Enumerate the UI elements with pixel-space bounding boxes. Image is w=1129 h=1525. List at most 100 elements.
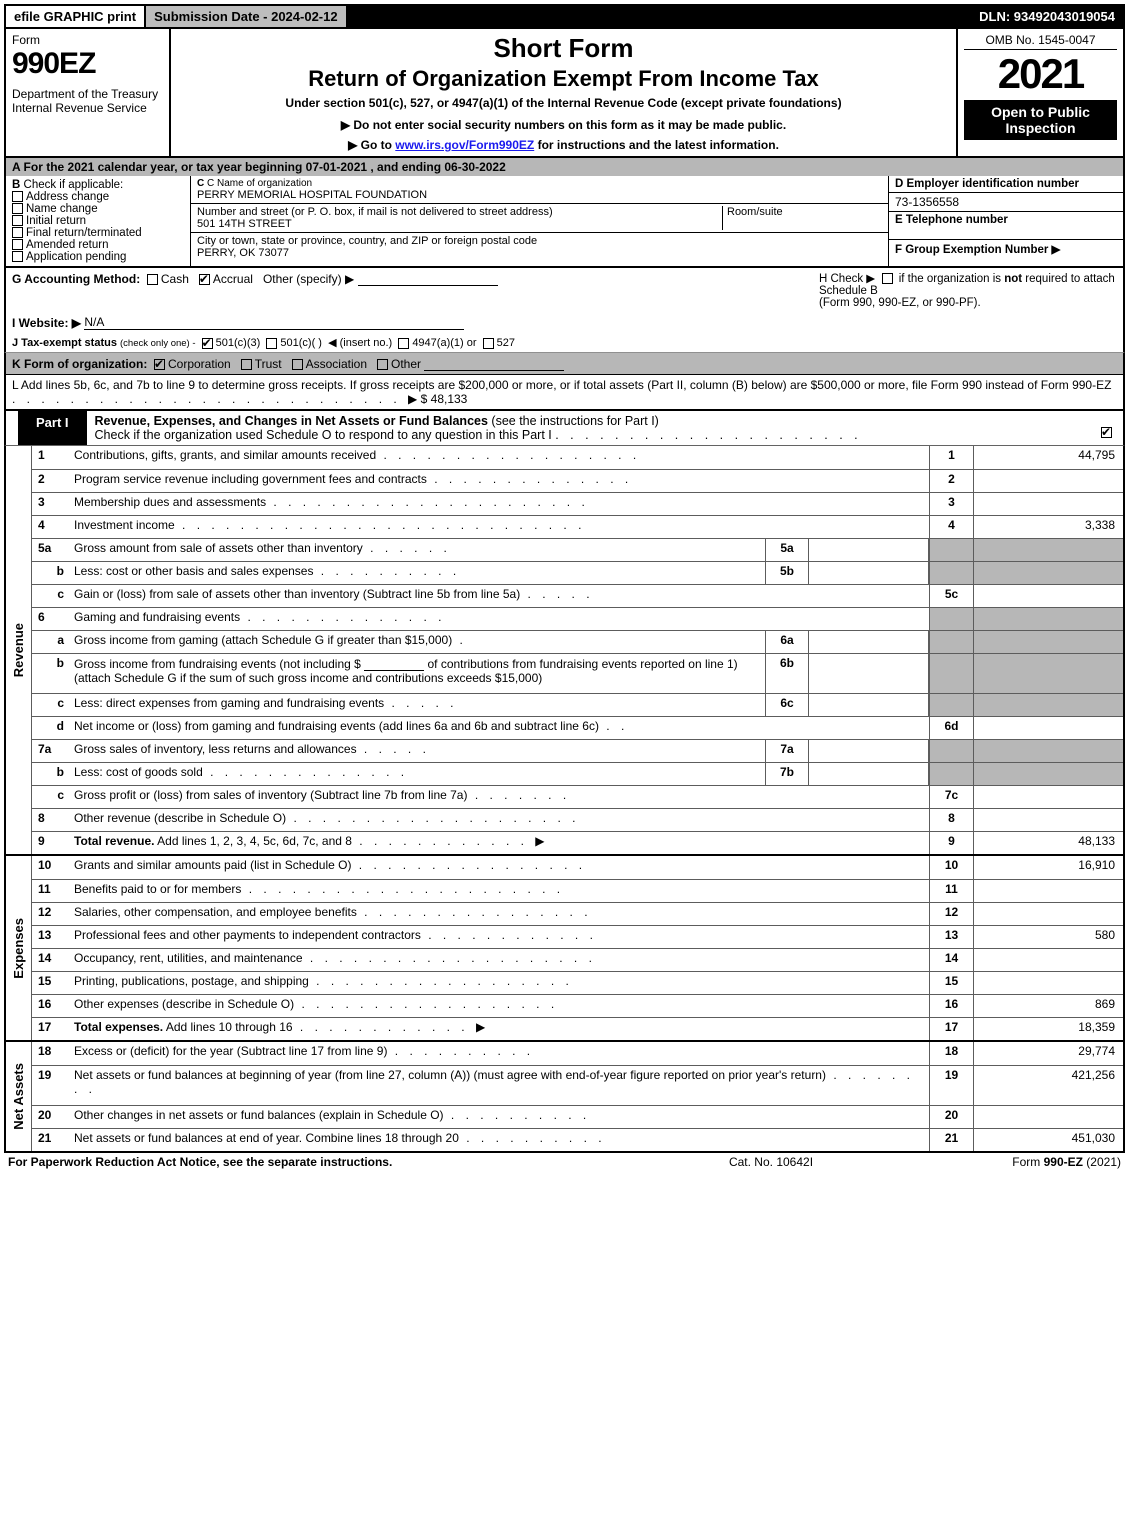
checkbox-other-org[interactable] [377,359,388,370]
line-d: dNet income or (loss) from gaming and fu… [32,716,1123,739]
part1-tab: Part I [18,410,87,445]
right-val: 451,030 [973,1129,1123,1151]
checkbox-527[interactable] [483,338,494,349]
line-desc: Gross sales of inventory, less returns a… [74,740,765,762]
omb-number: OMB No. 1545-0047 [964,33,1117,50]
dln-label: DLN: 93492043019054 [971,6,1123,27]
line-c: cLess: direct expenses from gaming and f… [32,693,1123,716]
irs-link[interactable]: www.irs.gov/Form990EZ [395,138,534,152]
footer-right: Form 990-EZ (2021) [921,1155,1121,1169]
right-num: 11 [929,880,973,902]
right-num: 21 [929,1129,973,1151]
mid-val [809,539,929,561]
line-15: 15Printing, publications, postage, and s… [32,971,1123,994]
line-num: 8 [32,809,74,831]
line-desc: Excess or (deficit) for the year (Subtra… [74,1042,929,1065]
mid-val [809,562,929,584]
right-val [973,809,1123,831]
checkbox-application-pending[interactable] [12,251,23,262]
line-14: 14Occupancy, rent, utilities, and mainte… [32,948,1123,971]
checkbox-assoc[interactable] [292,359,303,370]
checkbox-501c[interactable] [266,338,277,349]
line-num: 18 [32,1042,74,1065]
line-b: bGross income from fundraising events (n… [32,653,1123,693]
line-num: 17 [32,1018,74,1040]
line-num: b [32,562,74,584]
line-num: c [32,786,74,808]
right-num: 3 [929,493,973,515]
g-accounting: G Accounting Method: Cash Accrual Other … [12,271,807,309]
mid-num: 6c [765,694,809,716]
line-8: 8Other revenue (describe in Schedule O) … [32,808,1123,831]
right-num: 12 [929,903,973,925]
part1-table: Revenue 1Contributions, gifts, grants, a… [4,446,1125,1153]
part1-desc: Revenue, Expenses, and Changes in Net As… [87,411,1093,445]
efile-label: efile GRAPHIC print [6,6,144,27]
form-word: Form [12,33,163,47]
form-number: 990EZ [12,47,163,81]
checkbox-corporation[interactable] [154,359,165,370]
other-specify-input[interactable] [358,271,498,286]
line-num: c [32,694,74,716]
org-name: PERRY MEMORIAL HOSPITAL FOUNDATION [197,189,882,201]
org-city: PERRY, OK 73077 [197,247,882,259]
right-num: 13 [929,926,973,948]
header-right: OMB No. 1545-0047 2021 Open to Public In… [958,29,1123,156]
checkbox-501c3[interactable] [202,338,213,349]
right-val: 48,133 [973,832,1123,854]
right-val [973,949,1123,971]
right-num: 5c [929,585,973,607]
e-label: E Telephone number [889,212,1123,240]
right-val: 16,910 [973,856,1123,879]
right-val: 29,774 [973,1042,1123,1065]
line-b: bLess: cost or other basis and sales exp… [32,561,1123,584]
checkbox-h[interactable] [882,273,893,284]
line-desc: Salaries, other compensation, and employ… [74,903,929,925]
checkbox-address-change[interactable] [12,191,23,202]
line-19: 19Net assets or fund balances at beginni… [32,1065,1123,1105]
right-num: 16 [929,995,973,1017]
mid-val [809,694,929,716]
dept-label: Department of the Treasury Internal Reve… [12,87,163,115]
row-l-gross-receipts: L Add lines 5b, 6c, and 7b to line 9 to … [4,375,1125,411]
line-desc: Occupancy, rent, utilities, and maintena… [74,949,929,971]
right-num: 14 [929,949,973,971]
website-value: N/A [84,315,464,330]
checkbox-trust[interactable] [241,359,252,370]
cell-address: Number and street (or P. O. box, if mail… [191,204,888,233]
line-desc: Less: cost of goods sold . . . . . . . .… [74,763,765,785]
row-j-tax-exempt: J Tax-exempt status (check only one) - 5… [4,333,1125,352]
line-desc: Other revenue (describe in Schedule O) .… [74,809,929,831]
revenue-label: Revenue [6,446,32,854]
footer-left: For Paperwork Reduction Act Notice, see … [8,1155,621,1169]
line-b: bLess: cost of goods sold . . . . . . . … [32,762,1123,785]
row-k-form-org: K Form of organization: Corporation Trus… [4,352,1125,375]
goto-instructions: ▶ Go to www.irs.gov/Form990EZ for instru… [179,138,948,152]
identity-block: B B Check if applicable:Check if applica… [4,176,1125,268]
right-val: 869 [973,995,1123,1017]
checkbox-4947[interactable] [398,338,409,349]
checkbox-schedule-o[interactable] [1101,427,1112,438]
checkbox-name-change[interactable] [12,203,23,214]
row-i-website: I Website: ▶ N/A [4,312,1125,333]
line-desc: Investment income . . . . . . . . . . . … [74,516,929,538]
checkbox-amended-return[interactable] [12,239,23,250]
netassets-label: Net Assets [6,1042,32,1151]
line-desc: Benefits paid to or for members . . . . … [74,880,929,902]
line-a: aGross income from gaming (attach Schedu… [32,630,1123,653]
checkbox-initial-return[interactable] [12,215,23,226]
right-num: 19 [929,1066,973,1105]
line-num: 10 [32,856,74,879]
line-desc: Grants and similar amounts paid (list in… [74,856,929,879]
checkbox-cash[interactable] [147,274,158,285]
ssn-warning: ▶ Do not enter social security numbers o… [179,118,948,132]
ein-value: 73-1356558 [889,193,1123,212]
line-num: b [32,654,74,693]
line-desc: Membership dues and assessments . . . . … [74,493,929,515]
col-c: C C Name of organization PERRY MEMORIAL … [191,176,888,266]
checkbox-final-return[interactable] [12,227,23,238]
line-16: 16Other expenses (describe in Schedule O… [32,994,1123,1017]
checkbox-accrual[interactable] [199,274,210,285]
line-desc: Contributions, gifts, grants, and simila… [74,446,929,469]
line-3: 3Membership dues and assessments . . . .… [32,492,1123,515]
